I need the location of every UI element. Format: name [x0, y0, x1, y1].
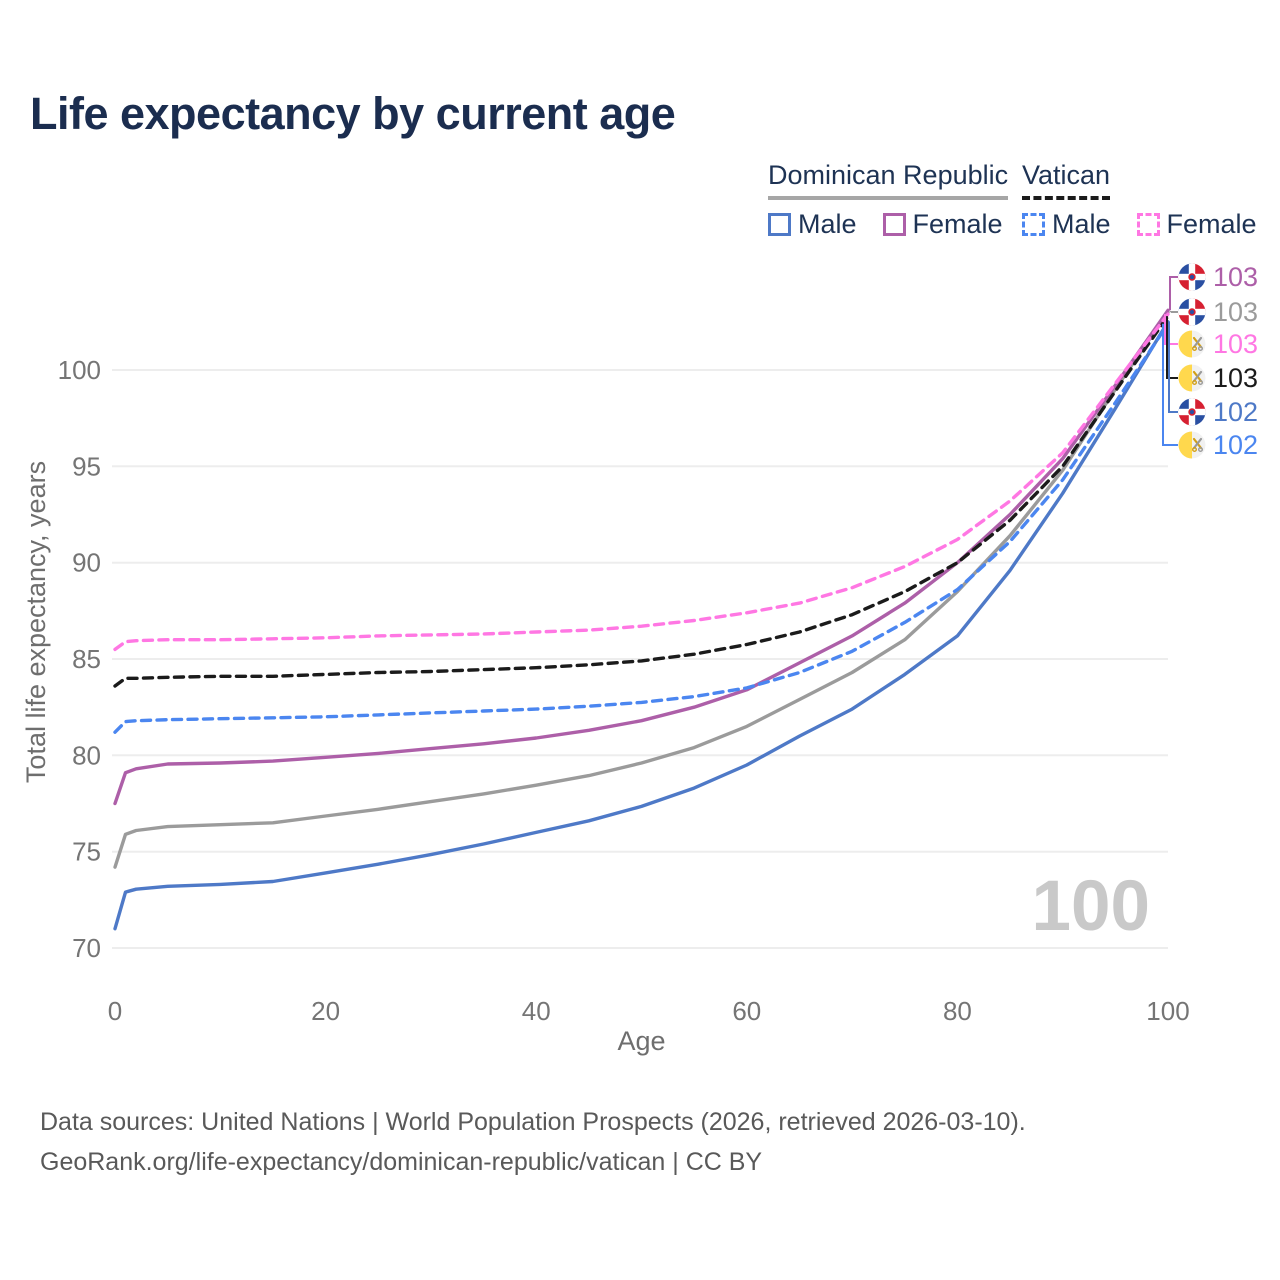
y-tick-label: 95 [72, 451, 101, 481]
page-title: Life expectancy by current age [30, 88, 676, 139]
legend-item-dr-female[interactable]: Female [882, 209, 1003, 240]
dominican-republic-flag-icon [1178, 398, 1206, 426]
end-value-label: 103 [1213, 329, 1258, 359]
dr-male-swatch-icon [768, 213, 791, 236]
legend-item-label: Female [912, 209, 1003, 239]
end-value-label: 103 [1213, 363, 1258, 393]
legend-item-dr-male[interactable]: Male [768, 209, 857, 240]
series-line-dr-male[interactable] [113, 320, 1170, 931]
series-line-va-all[interactable] [113, 314, 1170, 688]
vatican-male-swatch-icon [1022, 213, 1045, 236]
footer-attribution: GeoRank.org/life-expectancy/dominican-re… [40, 1148, 763, 1176]
end-value-label: 102 [1213, 430, 1258, 460]
series-line-va-male[interactable] [113, 322, 1170, 734]
legend-item-label: Male [1052, 209, 1111, 239]
vatican-flag-icon [1178, 364, 1206, 392]
y-tick-label: 85 [72, 644, 101, 674]
legend-item-label: Female [1166, 209, 1257, 239]
series-line-dr-female[interactable] [113, 308, 1170, 806]
legend-item-vatican-female[interactable]: Female [1136, 209, 1257, 240]
leader-line [1168, 321, 1178, 413]
y-tick-label: 75 [72, 837, 101, 867]
end-value-label: 103 [1213, 297, 1258, 327]
leader-line [1166, 316, 1178, 379]
end-value-label: 103 [1213, 262, 1258, 292]
series-line-va-female[interactable] [113, 312, 1170, 652]
y-axis-title: Total life expectancy, years [21, 461, 51, 783]
legend-heading-dominican-republic: Dominican Republic [768, 160, 1009, 200]
footer-data-sources: Data sources: United Nations | World Pop… [40, 1108, 1026, 1136]
legend-items-dominican-republic: Male Female [768, 209, 1008, 240]
x-tick-label: 60 [732, 996, 761, 1026]
x-tick-label: 0 [108, 996, 122, 1026]
x-axis-title: Age [617, 1026, 665, 1056]
vatican-flag-icon [1178, 431, 1206, 459]
x-tick-label: 40 [522, 996, 551, 1026]
x-tick-label: 20 [311, 996, 340, 1026]
age-frame-watermark: 100 [1031, 867, 1150, 946]
legend-group-dominican-republic: Dominican Republic Male Female [768, 160, 1009, 240]
leader-line [1164, 314, 1178, 345]
legend-items-vatican: Male Female [1022, 209, 1257, 240]
legend-item-label: Male [798, 209, 857, 239]
leader-line [1162, 323, 1178, 446]
vatican-female-swatch-icon [1136, 213, 1160, 236]
y-tick-label: 100 [58, 355, 101, 385]
dominican-republic-flag-icon [1178, 263, 1206, 291]
end-value-label: 102 [1213, 397, 1258, 427]
vatican-flag-icon [1178, 330, 1206, 358]
x-tick-label: 80 [943, 996, 972, 1026]
x-tick-label: 100 [1146, 996, 1189, 1026]
y-tick-label: 80 [72, 740, 101, 770]
legend-group-vatican: Vatican Male Female [1022, 160, 1257, 240]
y-tick-label: 70 [72, 933, 101, 963]
series-line-dr-all[interactable] [113, 310, 1170, 869]
legend-heading-vatican: Vatican [1022, 160, 1111, 200]
y-tick-label: 90 [72, 548, 101, 578]
dr-female-swatch-icon [882, 213, 906, 236]
legend-item-vatican-male[interactable]: Male [1022, 209, 1111, 240]
dominican-republic-flag-icon [1178, 298, 1206, 326]
leader-line [1169, 276, 1178, 311]
